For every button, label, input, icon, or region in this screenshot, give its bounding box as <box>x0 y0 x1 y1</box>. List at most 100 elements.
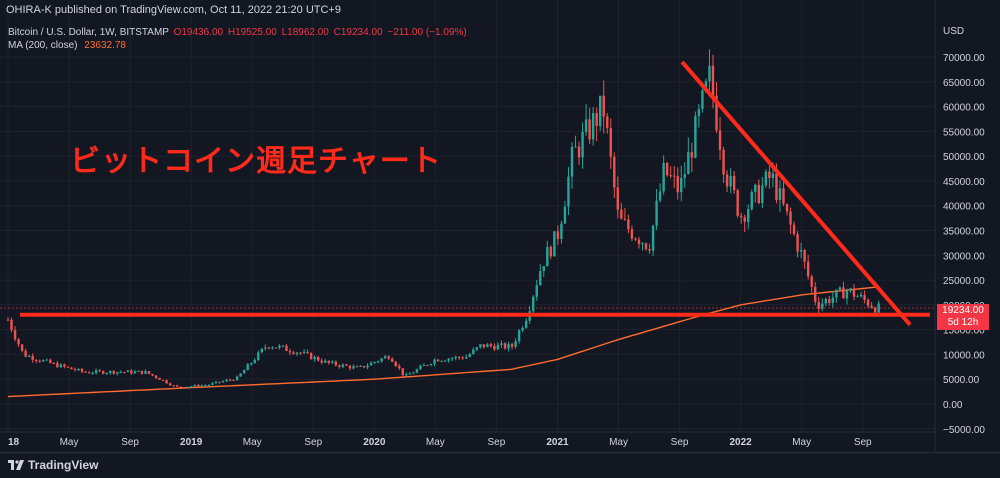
candle-body <box>331 361 334 363</box>
y-tick-label: 70000.00 <box>943 53 985 64</box>
footer-bar: TradingView <box>0 452 1000 478</box>
candle-body <box>747 209 750 222</box>
candle-body <box>211 383 214 385</box>
candle-body <box>503 343 507 349</box>
drawn-annotations <box>20 60 930 327</box>
candle-body <box>821 303 824 309</box>
x-tick-label: 2022 <box>730 437 753 448</box>
candle-body <box>126 370 130 373</box>
candle-body <box>856 296 859 298</box>
ma-label[interactable]: MA (200, close) <box>8 40 78 51</box>
candle-body <box>704 81 708 91</box>
y-axis-currency: USD <box>943 26 964 37</box>
x-tick-label: May <box>792 437 811 448</box>
candle-body <box>507 344 510 349</box>
candle-body <box>161 379 165 381</box>
y-tick-label: 55000.00 <box>943 127 985 138</box>
candle-body <box>345 364 348 366</box>
candle-body <box>13 330 17 340</box>
candle-body <box>80 368 84 372</box>
candle-body <box>803 250 806 262</box>
x-tick-label: Sep <box>121 437 139 448</box>
candle-body <box>313 356 316 360</box>
ma-row: MA (200, close) 23632.78 <box>8 39 467 52</box>
candle-body <box>387 356 390 359</box>
candle-body <box>369 362 373 366</box>
candle-body <box>348 365 352 369</box>
candle-body <box>334 361 338 366</box>
candle-body <box>147 371 151 374</box>
candle-body <box>253 360 256 364</box>
candle-body <box>235 376 239 381</box>
candle-body <box>27 355 31 357</box>
candle-body <box>574 146 577 148</box>
price-chart[interactable]: USD 70000.00 65000.00 60000.00 55000.00 5000… <box>0 0 1000 452</box>
candle-body <box>849 288 852 291</box>
candle-body <box>221 381 225 383</box>
y-axis-ticks: 70000.00 65000.00 60000.00 55000.00 50000.00… <box>943 53 985 436</box>
publish-line: OHIRA-K published on TradingView.com, Oc… <box>6 4 341 16</box>
candle-body <box>475 347 479 350</box>
candle-body <box>415 369 419 373</box>
candle-body <box>408 373 412 375</box>
x-tick-label: May <box>426 437 445 448</box>
candle-body <box>517 330 521 342</box>
candle-body <box>352 366 355 369</box>
candle-body <box>405 374 408 376</box>
candle-body <box>341 364 345 367</box>
candle-body <box>183 387 186 389</box>
candle-body <box>778 188 782 201</box>
low-value: L18962.00 <box>281 27 329 38</box>
candle-body <box>362 366 366 368</box>
candle-body <box>394 361 397 367</box>
y-tick-label: 30000.00 <box>943 251 985 262</box>
candle-body <box>422 365 426 367</box>
candle-body <box>662 162 665 192</box>
x-axis-ticks: 18 May Sep 2019 May Sep 2020 May Sep 2021 May Sep 20… <box>8 437 872 448</box>
candle-body <box>355 366 359 368</box>
candle-body <box>563 206 567 224</box>
candle-body <box>66 366 70 368</box>
candle-body <box>553 231 556 257</box>
candle-body <box>489 344 493 347</box>
candle-body <box>831 297 835 303</box>
candle-body <box>465 356 468 359</box>
candle-body <box>648 249 651 251</box>
candle-body <box>479 344 482 348</box>
candle-body <box>450 358 454 360</box>
candle-body <box>655 200 658 226</box>
candle-body <box>472 349 475 355</box>
candle-body <box>764 171 768 186</box>
candle-body <box>711 65 715 96</box>
symbol-label[interactable]: Bitcoin / U.S. Dollar, 1W, BITSTAMP <box>8 27 169 38</box>
candle-body <box>271 347 274 349</box>
candle-body <box>546 246 549 267</box>
x-tick-label: Sep <box>854 437 872 448</box>
candle-body <box>52 362 56 364</box>
candle-body <box>366 365 369 368</box>
candle-body <box>658 191 662 201</box>
y-tick-label: 10000.00 <box>943 350 985 361</box>
candle-body <box>877 303 880 313</box>
candle-body <box>454 356 457 359</box>
candle-body <box>419 365 422 370</box>
candle-body <box>828 299 831 303</box>
candle-body <box>257 352 260 361</box>
candle-body <box>680 177 683 193</box>
candle-body <box>56 363 59 368</box>
candle-body <box>20 344 24 351</box>
candle-body <box>852 288 856 297</box>
candle-body <box>91 373 94 375</box>
candle-body <box>609 127 612 157</box>
candle-body <box>581 131 584 158</box>
candle-body <box>718 130 722 150</box>
ma-value: 23632.78 <box>84 40 126 51</box>
tradingview-brand[interactable]: TradingView <box>8 458 98 472</box>
candle-body <box>267 347 271 349</box>
candle-body <box>260 348 263 353</box>
candle-body <box>45 359 48 361</box>
candle-body <box>630 229 634 239</box>
candle-body <box>98 370 101 372</box>
candle-body <box>521 327 524 331</box>
candle-body <box>771 173 775 178</box>
